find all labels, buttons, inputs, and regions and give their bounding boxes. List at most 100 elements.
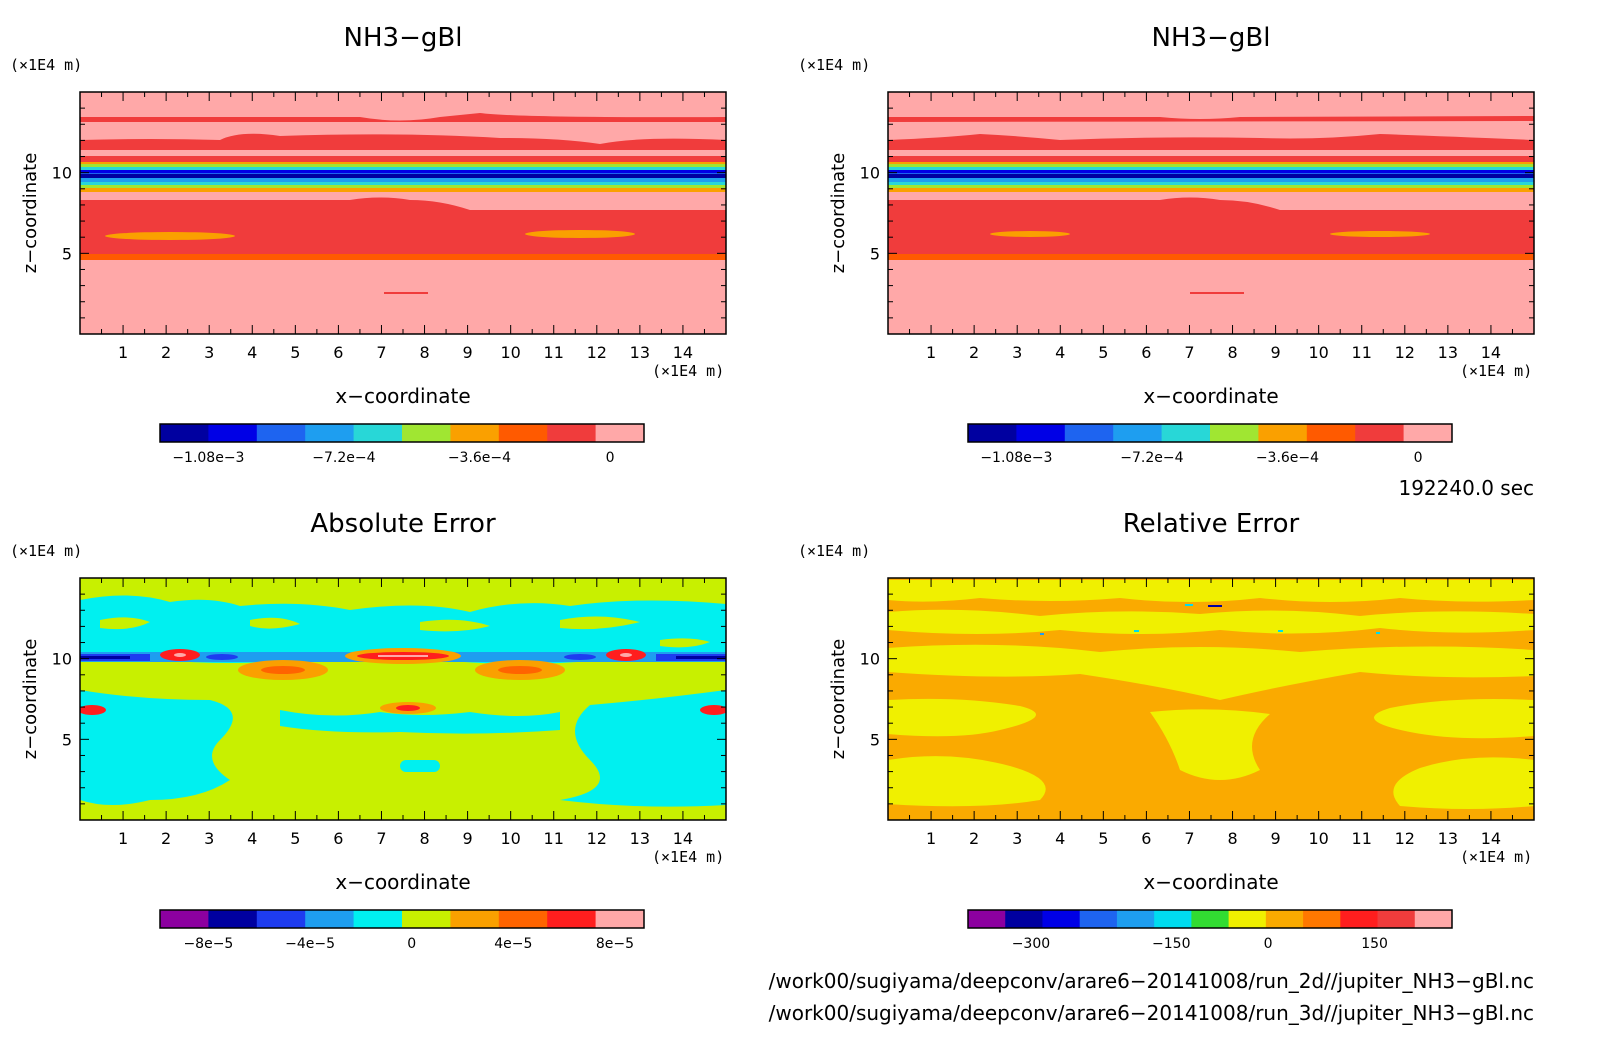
panel-absolute-error: Absolute Error (×1E4 m) <box>10 509 727 952</box>
colorbar-swatch <box>450 424 500 442</box>
colorbar-tick-label: 0 <box>606 450 615 466</box>
x-tick-label: 9 <box>463 343 473 362</box>
cyan-region <box>560 690 726 807</box>
band-deep-blue <box>888 169 1534 173</box>
colorbar-swatch <box>1005 910 1043 928</box>
colorbar: −300 −150 0 150 <box>967 909 1453 952</box>
x-tick-label: 2 <box>969 829 979 848</box>
band-cyan <box>888 181 1534 185</box>
z-tick-label: 5 <box>870 730 880 749</box>
x-axis-title: x−coordinate <box>335 870 470 894</box>
yellow-region <box>888 644 1534 700</box>
x-ticks: 1 2 3 4 5 6 7 8 9 10 11 12 13 14 <box>79 92 727 362</box>
colorbar-swatch <box>208 424 258 442</box>
z-unit-label: (×1E4 m) <box>798 542 870 560</box>
colorbar-frame <box>967 909 1453 929</box>
colorbar-swatch <box>547 910 597 928</box>
x-tick-label: 11 <box>1352 343 1372 362</box>
blue-spot <box>564 654 596 660</box>
panel-nh3-3d: NH3−gBl (×1E4 m) 1 2 3 4 5 6 7 8 9 10 11 12 13 14 <box>798 23 1535 466</box>
colorbar-tick-label: 150 <box>1361 936 1388 952</box>
x-tick-label: 7 <box>1184 343 1194 362</box>
top-red-line <box>888 116 1534 122</box>
yellow-region <box>888 580 1534 602</box>
colorbar-swatch <box>1403 424 1453 442</box>
panel-nh3-2d: NH3−gBl (×1E4 m) 1 2 3 4 5 6 7 8 9 10 11 12 13 14 <box>10 23 727 466</box>
band-top-red <box>888 156 1534 162</box>
x-ticks: 1 2 3 4 5 6 7 8 9 10 11 12 13 14 <box>887 578 1535 848</box>
z-axis-title: z−coordinate <box>20 153 41 274</box>
red-lobe-center <box>174 653 186 657</box>
file-path-2d: /work00/sugiyama/deepconv/arare6−2014100… <box>769 969 1534 993</box>
x-tick-label: 14 <box>673 343 693 362</box>
colorbar-frame <box>159 909 645 929</box>
band-top-cyan <box>888 166 1534 170</box>
top-red-line <box>80 113 726 122</box>
band-navy <box>80 174 726 178</box>
colorbar-swatch <box>208 910 258 928</box>
yellow-region <box>1150 709 1270 780</box>
red-lobe-center <box>620 653 632 657</box>
z-unit-label: (×1E4 m) <box>10 542 82 560</box>
yellow-region <box>1374 699 1534 739</box>
x-tick-label: 10 <box>500 343 520 362</box>
colorbar-swatch <box>1377 910 1416 928</box>
band-red-bulge <box>888 197 1534 254</box>
colorbar: −1.08e−3 −7.2e−4 −3.6e−4 0 <box>967 423 1453 466</box>
x-tick-label: 2 <box>969 343 979 362</box>
colorbar-swatch <box>1210 424 1259 442</box>
x-tick-label: 4 <box>247 343 257 362</box>
x-tick-label: 1 <box>118 829 128 848</box>
x-unit-label: (×1E4 m) <box>1460 848 1532 866</box>
x-tick-label: 1 <box>926 829 936 848</box>
colorbar-swatch <box>160 910 209 928</box>
colorbar-swatch <box>256 910 306 928</box>
red-edge <box>80 705 106 715</box>
x-tick-label: 9 <box>463 829 473 848</box>
colorbar-swatch <box>1355 424 1405 442</box>
x-tick-label: 6 <box>333 343 343 362</box>
x-tick-label: 5 <box>290 829 300 848</box>
orange-lobe-core <box>261 666 305 674</box>
x-axis-title: x−coordinate <box>1143 384 1278 408</box>
band-orange <box>888 186 1534 192</box>
colorbar-swatch <box>1303 910 1341 928</box>
x-tick-label: 9 <box>1271 829 1281 848</box>
band-red-bulge <box>80 197 726 254</box>
cyan-dot <box>1208 605 1222 607</box>
colorbar-tick-label: −1.08e−3 <box>980 450 1052 466</box>
colorbar-swatch <box>498 424 548 442</box>
colorbar-swatch <box>402 424 451 442</box>
x-tick-label: 5 <box>1098 343 1108 362</box>
z-axis-title: z−coordinate <box>828 153 849 274</box>
band-sky <box>888 177 1534 182</box>
x-tick-label: 9 <box>1271 343 1281 362</box>
x-tick-label: 14 <box>1481 829 1501 848</box>
colorbar-tick-label: −3.6e−4 <box>448 450 511 466</box>
colorbar-swatch <box>1016 424 1066 442</box>
cyan-dot <box>1376 632 1380 634</box>
x-tick-label: 3 <box>1012 343 1022 362</box>
z-tick-label: 10 <box>860 164 880 183</box>
z-unit-label: (×1E4 m) <box>10 56 82 74</box>
x-tick-label: 7 <box>376 343 386 362</box>
colorbar-tick-label: 0 <box>1264 936 1273 952</box>
contour-field <box>80 578 726 820</box>
x-tick-label: 12 <box>1395 343 1415 362</box>
cyan-dot <box>1134 630 1139 632</box>
x-tick-label: 3 <box>204 343 214 362</box>
z-unit-label: (×1E4 m) <box>798 56 870 74</box>
x-tick-label: 5 <box>1098 829 1108 848</box>
z-tick-label: 5 <box>870 244 880 263</box>
orange-mid-core <box>396 705 420 711</box>
colorbar-swatch <box>450 910 500 928</box>
colorbar-swatch <box>402 910 451 928</box>
cyan-region <box>80 730 103 770</box>
band-top-orange <box>80 161 726 164</box>
yellow-region <box>888 756 1046 807</box>
x-tick-label: 6 <box>1141 829 1151 848</box>
x-tick-label: 10 <box>1308 343 1328 362</box>
colorbar-swatch <box>595 424 645 442</box>
yellow-spots <box>100 616 710 648</box>
cyan-region <box>280 710 560 734</box>
